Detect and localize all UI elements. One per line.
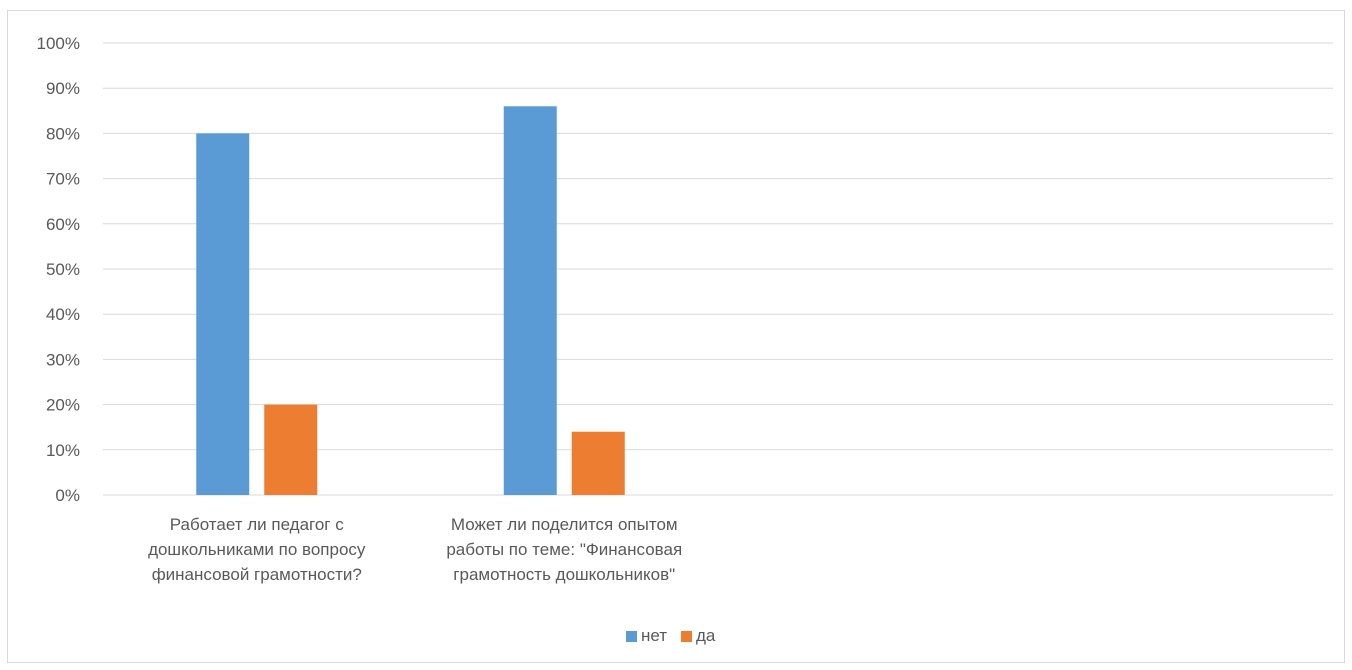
bar-да: [264, 404, 318, 495]
y-tick-label: 10%: [46, 441, 80, 460]
y-tick-label: 70%: [46, 170, 80, 189]
legend-label: да: [696, 626, 716, 645]
bar-нет: [196, 133, 250, 495]
bars: [196, 106, 625, 495]
y-tick-label: 30%: [46, 350, 80, 369]
x-axis-category-labels: Работает ли педагог с дошкольниками по во…: [148, 515, 682, 584]
legend: нет да: [626, 626, 716, 645]
y-tick-label: 90%: [46, 79, 80, 98]
y-axis-tick-labels: 0% 10% 20% 30% 40% 50% 60% 70% 80% 90% 100%: [37, 34, 80, 505]
y-tick-label: 20%: [46, 396, 80, 415]
legend-swatch: [626, 631, 637, 642]
y-tick-label: 60%: [46, 215, 80, 234]
x-category-label: финансовой грамотности?: [152, 565, 362, 584]
legend-swatch: [681, 631, 692, 642]
y-tick-label: 50%: [46, 260, 80, 279]
x-category-label: дошкольниками по вопросу: [148, 540, 366, 559]
x-category-label: Может ли поделится опытом: [451, 515, 678, 534]
y-tick-label: 40%: [46, 305, 80, 324]
legend-label: нет: [641, 626, 667, 645]
x-category-label: работы по теме: "Финансовая: [446, 540, 682, 559]
bar-нет: [503, 106, 557, 495]
x-category-label: Работает ли педагог с: [170, 515, 345, 534]
x-category-label: грамотность дошкольников": [453, 565, 675, 584]
y-tick-label: 80%: [46, 124, 80, 143]
y-tick-label: 0%: [55, 486, 80, 505]
y-tick-label: 100%: [37, 34, 80, 53]
bar-да: [571, 431, 625, 495]
